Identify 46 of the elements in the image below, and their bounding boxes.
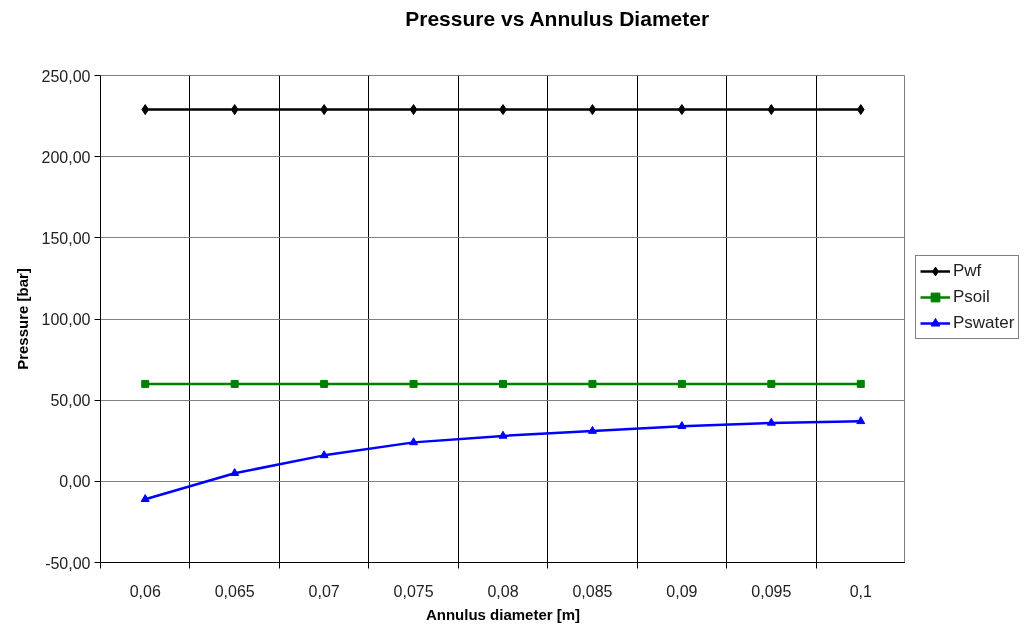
y-tick-label: 200,00 xyxy=(41,148,91,166)
point xyxy=(588,379,597,388)
x-tick-label: 0,07 xyxy=(308,582,340,600)
legend-label: Pswater xyxy=(953,312,1015,334)
point xyxy=(230,379,239,388)
x-tick-label: 0,1 xyxy=(849,582,872,600)
point xyxy=(140,494,150,502)
y-tick-label: 250,00 xyxy=(41,67,91,85)
point xyxy=(767,104,776,116)
chart-title: Pressure vs Annulus Diameter xyxy=(405,6,710,30)
point xyxy=(588,104,597,116)
x-tick-label: 0,095 xyxy=(751,582,792,600)
point xyxy=(856,104,865,116)
point xyxy=(766,417,776,426)
y-tick-label: 0,00 xyxy=(59,473,91,491)
point xyxy=(587,425,597,434)
point xyxy=(409,379,418,388)
point xyxy=(767,379,776,388)
y-tick-label: 50,00 xyxy=(50,392,91,410)
point xyxy=(141,379,150,388)
x-tick-label: 0,06 xyxy=(129,582,161,600)
legend-label: Pwf xyxy=(953,260,982,282)
point xyxy=(319,450,329,459)
point xyxy=(499,379,507,388)
point xyxy=(856,379,865,388)
y-axis-title: Pressure [bar] xyxy=(13,268,31,370)
y-tick-label: 150,00 xyxy=(41,229,91,247)
x-tick-label: 0,065 xyxy=(214,582,255,600)
x-tick-label: 0,09 xyxy=(666,582,698,600)
y-tick-label: 100,00 xyxy=(41,311,91,328)
point xyxy=(677,379,686,388)
point xyxy=(498,430,508,439)
point xyxy=(320,379,329,388)
point xyxy=(230,468,240,477)
x-tick-label: 0,085 xyxy=(572,582,613,600)
point xyxy=(230,104,239,116)
x-tick-label: 0,08 xyxy=(487,582,519,600)
y-tick-label: -50,00 xyxy=(45,554,91,572)
point xyxy=(409,104,418,116)
point xyxy=(141,104,150,116)
point xyxy=(856,416,866,425)
x-axis-title: Annulus diameter [m] xyxy=(425,605,581,623)
point xyxy=(677,421,687,429)
point xyxy=(409,437,419,446)
legend-label: Psoil xyxy=(953,286,990,308)
x-tick-label: 0,075 xyxy=(393,582,434,600)
